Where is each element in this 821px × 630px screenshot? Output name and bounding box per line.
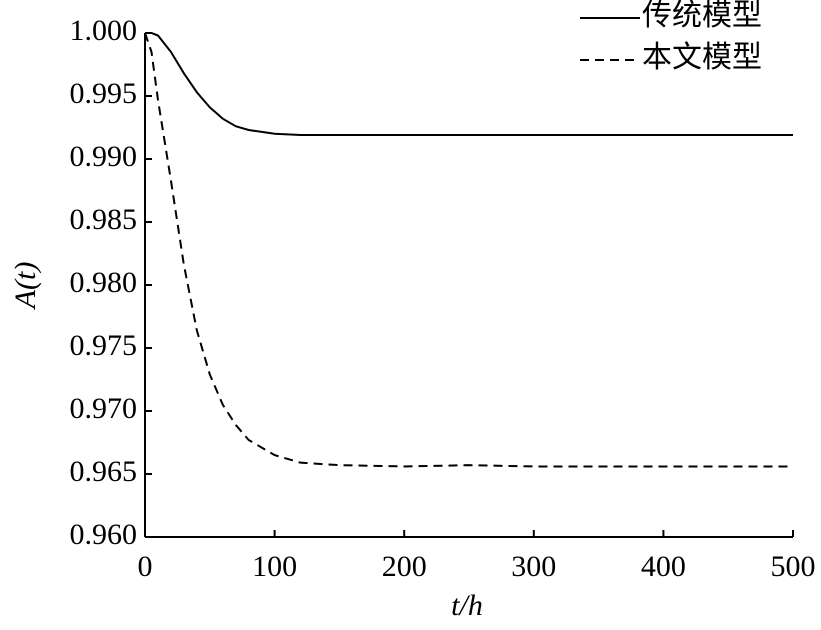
y-tick-label: 0.975 [70, 329, 138, 362]
series-line [145, 32, 793, 137]
y-tick-label: 0.980 [70, 266, 138, 299]
x-tick-label: 200 [382, 550, 427, 583]
y-tick-label: 0.995 [70, 77, 138, 110]
x-tick-label: 300 [511, 550, 556, 583]
y-tick-label: 0.965 [70, 455, 138, 488]
legend-label: 传统模型 [642, 0, 762, 32]
y-tick-label: 0.970 [70, 392, 138, 425]
x-axis-label: t/h [451, 589, 483, 622]
x-tick-label: 500 [771, 550, 816, 583]
y-tick-label: 0.985 [70, 203, 138, 236]
y-axis-label: A(t) [9, 262, 42, 311]
x-tick-label: 0 [138, 550, 153, 583]
y-tick-label: 0.960 [70, 518, 138, 551]
series-line [144, 32, 793, 468]
x-tick-label: 400 [641, 550, 686, 583]
y-tick-label: 1.000 [70, 14, 138, 47]
legend-label: 本文模型 [642, 41, 762, 74]
y-tick-label: 0.990 [70, 140, 138, 173]
x-tick-label: 100 [252, 550, 297, 583]
